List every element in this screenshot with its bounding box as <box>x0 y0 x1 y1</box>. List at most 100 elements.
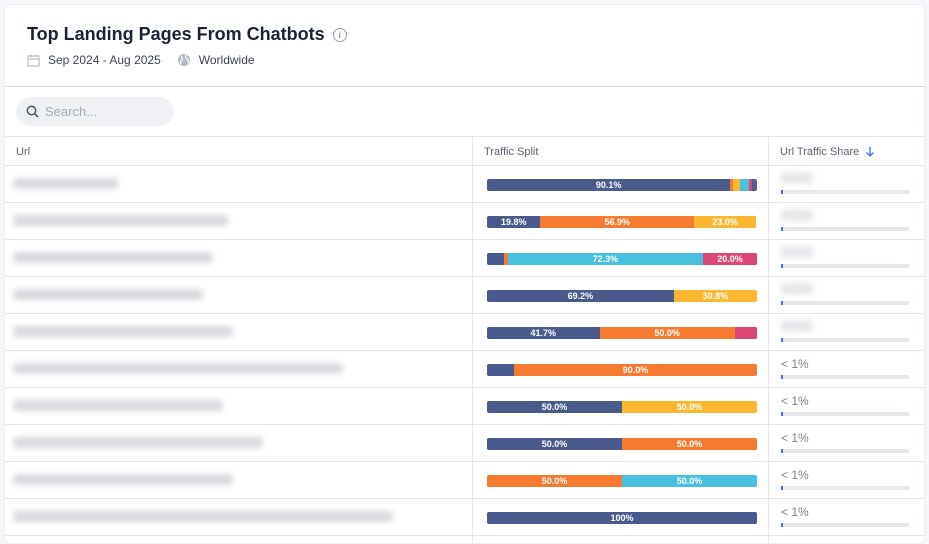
split-segment-yellow[interactable] <box>733 179 741 191</box>
share-bar <box>781 227 909 231</box>
url-link-blurred[interactable] <box>13 363 343 374</box>
share-bar <box>781 190 909 194</box>
share-bar <box>781 523 909 527</box>
filters-meta: Sep 2024 - Aug 2025 Worldwide <box>27 53 255 67</box>
split-segment-orange[interactable] <box>730 179 734 191</box>
split-segment-pink[interactable]: 20.0% <box>702 253 757 265</box>
share-bar-fill <box>781 412 783 416</box>
column-divider <box>768 136 769 543</box>
table-row[interactable]: 90.0% < 1% <box>5 351 924 388</box>
traffic-share <box>781 209 909 231</box>
calendar-icon <box>27 54 40 66</box>
split-segment-navy[interactable]: 41.7% <box>487 327 600 339</box>
traffic-split-bar: 50.0% 50.0% <box>487 475 757 487</box>
share-value-blurred <box>781 246 813 258</box>
split-segment-pink[interactable] <box>734 327 757 339</box>
table-row[interactable]: 50.0% 50.0% < 1% <box>5 462 924 499</box>
share-value <box>781 209 909 223</box>
share-value <box>781 172 909 186</box>
split-segment-orange[interactable]: 56.9% <box>540 216 695 228</box>
column-label: Url Traffic Share <box>780 145 860 158</box>
share-bar <box>781 449 909 453</box>
share-value-blurred <box>781 172 813 184</box>
share-bar-fill <box>781 264 783 268</box>
traffic-split-bar: 90.1% <box>487 179 757 191</box>
table-row[interactable]: 69.2% 30.8% <box>5 277 924 314</box>
traffic-split-bar: 100% <box>487 512 757 524</box>
url-link-blurred[interactable] <box>13 289 203 300</box>
url-link-blurred[interactable] <box>13 326 233 337</box>
split-segment-yellow[interactable]: 30.8% <box>673 290 757 302</box>
table-row[interactable]: 19.8% 56.9% 23.0% <box>5 203 924 240</box>
column-traffic-split[interactable]: Traffic Split <box>484 145 539 158</box>
table-row[interactable]: 100% < 1% <box>5 499 924 536</box>
traffic-share: < 1% <box>781 431 909 453</box>
search-icon <box>26 105 39 118</box>
url-link-blurred[interactable] <box>13 252 213 263</box>
share-bar-fill <box>781 449 783 453</box>
region[interactable]: Worldwide <box>198 53 255 67</box>
share-bar-fill <box>781 190 783 194</box>
split-segment-navy[interactable] <box>487 253 504 265</box>
share-value: < 1% <box>781 394 809 408</box>
split-segment-orange[interactable]: 50.0% <box>599 327 735 339</box>
url-link-blurred[interactable] <box>13 511 393 522</box>
search-box[interactable] <box>16 97 174 126</box>
split-segment-slate[interactable] <box>751 179 757 191</box>
url-link-blurred[interactable] <box>13 215 228 226</box>
split-segment-orange[interactable]: 50.0% <box>622 438 757 450</box>
traffic-split-bar: 69.2% 30.8% <box>487 290 757 302</box>
share-value <box>781 283 909 297</box>
share-value: < 1% <box>781 468 809 482</box>
traffic-split-bar: 50.0% 50.0% <box>487 401 757 413</box>
share-bar-fill <box>781 227 783 231</box>
split-segment-navy[interactable] <box>487 364 514 376</box>
table-row[interactable]: 90.1% <box>5 166 924 203</box>
split-segment-navy[interactable]: 100% <box>487 512 757 524</box>
date-range[interactable]: Sep 2024 - Aug 2025 <box>48 53 161 67</box>
column-divider <box>472 136 473 543</box>
table-row[interactable]: 72.3% 20.0% <box>5 240 924 277</box>
split-segment-navy[interactable]: 69.2% <box>487 290 674 302</box>
table-row[interactable]: 50.0% 50.0% < 1% <box>5 388 924 425</box>
split-segment-orange[interactable]: 90.0% <box>514 364 757 376</box>
split-segment-cyan[interactable]: 72.3% <box>507 253 703 265</box>
split-segment-navy[interactable]: 19.8% <box>487 216 541 228</box>
sort-arrow-down-icon[interactable] <box>865 146 875 157</box>
traffic-split-bar: 19.8% 56.9% 23.0% <box>487 216 757 228</box>
share-bar-fill <box>781 375 783 379</box>
table-row[interactable]: 50.0% 50.0% < 1% <box>5 425 924 462</box>
url-link-blurred[interactable] <box>13 437 263 448</box>
share-bar-fill <box>781 486 783 490</box>
split-segment-cyan[interactable] <box>740 179 749 191</box>
table-row[interactable]: 41.7% 50.0% <box>5 314 924 351</box>
card-title: Top Landing Pages From Chatbots i <box>27 24 347 45</box>
split-segment-pink[interactable] <box>748 179 752 191</box>
url-link-blurred[interactable] <box>13 400 223 411</box>
url-link-blurred[interactable] <box>13 474 233 485</box>
split-segment-orange[interactable]: 50.0% <box>487 475 622 487</box>
split-segment-cyan[interactable]: 50.0% <box>622 475 757 487</box>
traffic-share <box>781 172 909 194</box>
share-bar <box>781 375 909 379</box>
split-segment-navy[interactable]: 50.0% <box>487 401 622 413</box>
traffic-share: < 1% <box>781 468 909 490</box>
split-segment-yellow[interactable]: 23.0% <box>694 216 757 228</box>
traffic-split-bar: 50.0% 50.0% <box>487 438 757 450</box>
split-segment-yellow[interactable]: 50.0% <box>622 401 757 413</box>
column-url[interactable]: Url <box>16 145 31 158</box>
share-value: < 1% <box>781 357 809 371</box>
share-value <box>781 320 909 334</box>
search-input[interactable] <box>45 104 155 119</box>
share-value <box>781 246 909 260</box>
traffic-share: < 1% <box>781 357 909 379</box>
share-bar <box>781 301 909 305</box>
column-url-traffic-share[interactable]: Url Traffic Share <box>769 137 875 166</box>
share-bar <box>781 338 909 342</box>
share-bar <box>781 264 909 268</box>
url-link-blurred[interactable] <box>13 178 118 189</box>
info-icon[interactable]: i <box>332 27 347 42</box>
split-segment-navy[interactable]: 90.1% <box>487 179 731 191</box>
split-segment-navy[interactable]: 50.0% <box>487 438 622 450</box>
split-segment-orange[interactable] <box>503 253 508 265</box>
